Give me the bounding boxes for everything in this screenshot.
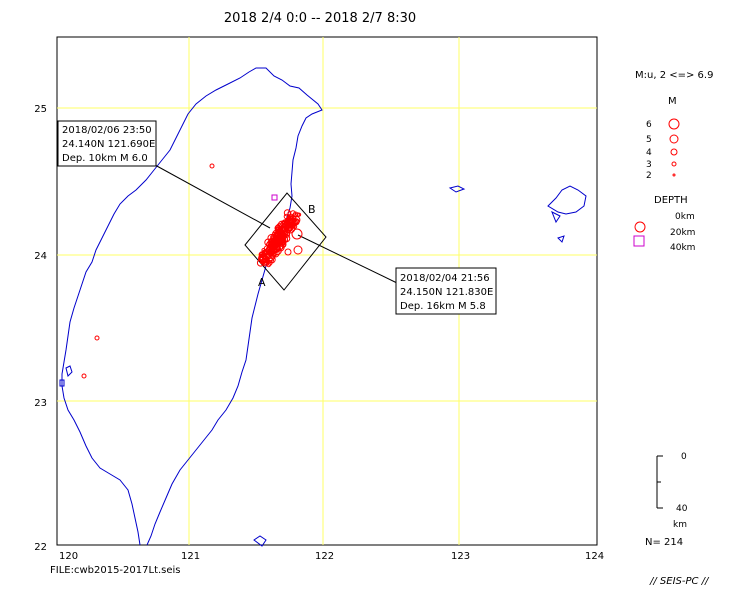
depth-symbol-40	[633, 235, 645, 247]
earthquake-event	[291, 228, 303, 240]
earthquake-event	[287, 217, 297, 227]
grid	[57, 37, 597, 545]
earthquake-event	[287, 211, 292, 216]
green-island	[253, 535, 267, 547]
m-symbol-6	[668, 118, 680, 130]
m-symbol-4	[670, 148, 678, 156]
earthquake-event	[277, 220, 286, 229]
earthquake-event	[284, 222, 296, 234]
earthquake-event	[209, 163, 215, 169]
depth-label-40: 40km	[670, 243, 695, 253]
m-symbol-5	[669, 134, 679, 144]
m-label-5: 5	[646, 135, 652, 145]
yaeyama-islands	[547, 185, 587, 243]
m-symbol-2	[672, 173, 676, 177]
earthquake-event	[262, 255, 268, 260]
callout-leader-right	[297, 234, 398, 284]
cross-section-box	[244, 192, 327, 291]
callout-leader-left	[154, 164, 271, 229]
scale-unit-label: km	[673, 520, 687, 530]
magnitude-header: M:u, 2 <=> 6.9	[635, 70, 713, 81]
section-label-a: A	[258, 276, 266, 289]
earthquake-event	[81, 373, 87, 379]
lat-tick-24: 24	[34, 251, 47, 262]
callout-line: Dep. 16km M 5.8	[400, 301, 486, 312]
m-label-2: 2	[646, 171, 652, 181]
magnitude-title: M	[668, 96, 677, 107]
section-label-b: B	[308, 203, 316, 216]
lat-tick-labels: 22 23 24 25	[34, 104, 47, 553]
lon-tick-labels: 120 121 122 123 124	[59, 551, 604, 562]
lat-tick-23: 23	[34, 398, 47, 409]
map-title: 2018 2/4 0:0 -- 2018 2/7 8:30	[224, 11, 416, 26]
lon-tick-120: 120	[59, 551, 78, 562]
lon-tick-123: 123	[451, 551, 470, 562]
lat-tick-22: 22	[34, 542, 47, 553]
earthquake-event	[94, 335, 100, 341]
earthquake-event	[292, 211, 299, 218]
earthquake-event	[266, 240, 274, 248]
lon-tick-121: 121	[181, 551, 200, 562]
m-label-4: 4	[646, 148, 652, 158]
callout-box	[395, 267, 497, 315]
callout-box	[57, 120, 157, 167]
earthquake-event	[281, 241, 287, 247]
lon-tick-122: 122	[315, 551, 334, 562]
credit-label: // SEIS-PC //	[649, 576, 710, 587]
depth-label-0: 0km	[675, 212, 695, 222]
lat-tick-25: 25	[34, 104, 47, 115]
earthquake-event	[262, 253, 270, 261]
callout-line: 24.150N 121.830E	[400, 287, 493, 298]
m-label-6: 6	[646, 120, 652, 130]
earthquake-event-deep	[271, 194, 278, 201]
depth-title: DEPTH	[654, 195, 688, 206]
m-label-3: 3	[646, 160, 652, 170]
earthquake-event	[267, 233, 277, 243]
event-count: N= 214	[645, 537, 683, 548]
earthquake-event	[286, 215, 294, 223]
earthquake-event	[277, 237, 283, 243]
earthquake-event	[268, 249, 276, 257]
yonaguni-island	[448, 185, 466, 193]
earthquake-event	[265, 247, 271, 253]
callout-2018-02-06: 2018/02/06 23:50 24.140N 121.690E Dep. 1…	[57, 120, 157, 167]
earthquake-event	[275, 246, 281, 252]
scale-top-label: 0	[681, 452, 687, 462]
penghu-island	[59, 365, 73, 387]
depth-symbol-20	[634, 221, 646, 233]
earthquake-event	[266, 262, 272, 268]
scale-bottom-label: 40	[676, 504, 688, 514]
file-label: FILE:cwb2015-2017Lt.seis	[50, 565, 181, 576]
callout-line: 24.140N 121.690E	[62, 139, 155, 150]
earthquake-event	[293, 245, 303, 255]
map-frame	[56, 36, 598, 546]
events-layer	[81, 163, 303, 379]
depth-scale-bar: 0 40 km	[656, 452, 688, 530]
depth-legend: DEPTH 0km 20km 40km	[633, 195, 695, 253]
callout-2018-02-04: 2018/02/04 21:56 24.150N 121.830E Dep. 1…	[395, 267, 497, 315]
callout-line: 2018/02/06 23:50	[62, 125, 152, 136]
callout-line: Dep. 10km M 6.0	[62, 153, 148, 164]
callout-line: 2018/02/04 21:56	[400, 273, 490, 284]
m-symbol-3	[671, 161, 677, 167]
earthquake-event	[282, 241, 287, 245]
depth-label-20: 20km	[670, 228, 695, 238]
magnitude-legend: M:u, 2 <=> 6.9 M 6 5 4 3 2	[635, 70, 713, 181]
lon-tick-124: 124	[585, 551, 604, 562]
earthquake-event	[284, 248, 292, 256]
